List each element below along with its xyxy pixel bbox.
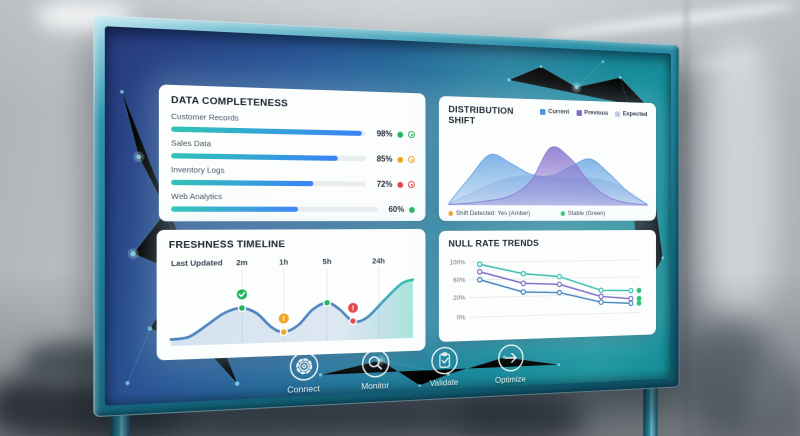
svg-text:1h: 1h [279, 258, 288, 267]
completeness-row: Sales Data 85% [171, 138, 415, 164]
legend-item: Expected [615, 110, 647, 118]
completeness-row: Inventory Logs 72% [171, 165, 415, 189]
panel-title: NULL RATE TRENDS [448, 238, 539, 250]
panel-data-completeness: DATA COMPLETENESS Customer Records 98% S… [158, 84, 426, 222]
legend-swatch [615, 110, 621, 117]
legend-swatch [540, 108, 546, 115]
metric-label: Sales Data [171, 138, 212, 149]
panel-null-rate-trends: NULL RATE TRENDS 100% 60% 20% 0% [438, 229, 656, 342]
bg-right-object [752, 365, 800, 436]
completeness-row: Customer Records 98% [171, 112, 415, 140]
status-ring-icon [408, 180, 415, 189]
metric-value: 60% [388, 204, 405, 214]
metric-value: 98% [376, 129, 393, 139]
gear-icon [288, 350, 319, 382]
annotation: Stable (Green) [560, 210, 606, 217]
kiosk-board: DATA COMPLETENESS Customer Records 98% S… [93, 14, 680, 436]
annotation-label: Shift Detected: Yes (Amber) [455, 210, 531, 217]
svg-text:0%: 0% [457, 315, 466, 322]
legend-label: Expected [622, 110, 648, 118]
legend-swatch [576, 109, 582, 116]
distribution-chart [448, 131, 648, 209]
dock-item-connect[interactable]: Connect [276, 350, 332, 396]
status-dot [448, 211, 454, 216]
svg-text:20%: 20% [453, 295, 465, 302]
magnifier-icon [360, 348, 390, 379]
legend-item: Previous [576, 109, 608, 117]
metric-label: Inventory Logs [171, 164, 225, 175]
annotation-label: Stable (Green) [567, 210, 606, 217]
panel-title: FRESHNESS TIMELINE [168, 238, 286, 252]
dashboard-screen: DATA COMPLETENESS Customer Records 98% S… [104, 26, 672, 406]
panel-title: DISTRIBUTION SHIFT [448, 104, 514, 127]
svg-text:!: ! [352, 304, 354, 313]
freshness-chart: !! Last Updated 2m 1h 5h 24h [169, 256, 415, 347]
panel-freshness-timeline: FRESHNESS TIMELINE !! Last Updated 2m 1h 5h 2… [156, 228, 426, 361]
legend-label: Current [548, 108, 570, 116]
bg-wall-panel [700, 40, 775, 340]
dock-label: Validate [429, 376, 459, 389]
board-frame: DATA COMPLETENESS Customer Records 98% S… [93, 14, 680, 418]
dock-label: Connect [287, 383, 320, 395]
status-ring-icon [408, 155, 415, 164]
panel-distribution-shift: DISTRIBUTION SHIFT Current Previous Expe… [438, 95, 656, 221]
svg-text:24h: 24h [372, 256, 385, 265]
status-ring-icon [408, 130, 415, 139]
dock-label: Optimize [495, 373, 526, 385]
bg-wall-corner [684, 0, 689, 436]
progress-bar [171, 153, 366, 162]
board-leg-right [643, 384, 658, 436]
svg-text:Last Updated: Last Updated [171, 258, 223, 268]
dock-label: Monitor [361, 379, 390, 392]
progress-bar [171, 179, 366, 187]
svg-text:60%: 60% [453, 277, 465, 284]
chart-legend: Current Previous Expected [540, 107, 647, 118]
progress-bar [171, 126, 366, 137]
null-rate-chart: 100% 60% 20% 0% [450, 252, 647, 322]
metric-value: 72% [376, 179, 393, 189]
status-dot [397, 181, 404, 188]
metric-value: 85% [376, 154, 393, 164]
svg-text:!: ! [282, 314, 285, 323]
status-dot [409, 206, 415, 213]
annotation: Shift Detected: Yes (Amber) [448, 210, 560, 217]
completeness-row: Web Analytics 60% [171, 191, 415, 214]
chart-annotations: Shift Detected: Yes (Amber) Stable (Gree… [448, 210, 647, 217]
svg-text:5h: 5h [323, 257, 332, 266]
panel-title: DATA COMPLETENESS [171, 94, 288, 110]
progress-bar [171, 206, 378, 212]
svg-text:100%: 100% [450, 260, 466, 267]
constellation-pattern [120, 26, 671, 406]
metric-label: Web Analytics [171, 191, 223, 202]
legend-item: Current [540, 108, 569, 116]
svg-text:2m: 2m [236, 258, 248, 267]
dock-item-validate[interactable]: Validate [418, 345, 469, 389]
dock-item-optimize[interactable]: Optimize [486, 342, 536, 385]
status-dot [397, 156, 404, 163]
bg-chair [455, 398, 585, 436]
legend-label: Previous [584, 109, 609, 117]
arrow-right-icon [497, 343, 525, 373]
status-dot [560, 211, 566, 216]
clipboard-check-icon [430, 345, 459, 376]
status-dot [397, 131, 404, 138]
dock-item-monitor[interactable]: Monitor [348, 347, 401, 392]
